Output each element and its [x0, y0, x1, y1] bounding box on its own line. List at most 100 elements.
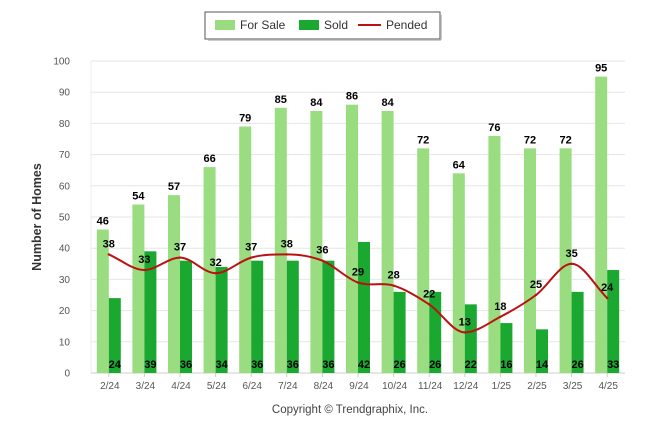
pended-point	[178, 256, 182, 259]
pended-line-layer	[107, 253, 609, 334]
legend-label-sold: Sold	[324, 18, 348, 32]
y-tick-label: 40	[59, 244, 71, 255]
pended-point	[107, 253, 111, 256]
data-label-sold: 42	[358, 359, 370, 371]
bar-sold	[144, 251, 157, 373]
x-tick-label: 3/25	[563, 381, 583, 392]
data-label-sold: 34	[215, 359, 228, 371]
bar-sold	[500, 323, 513, 373]
bar-for-sale	[310, 110, 323, 374]
bars	[96, 76, 620, 374]
data-label-pended: 18	[494, 301, 506, 313]
data-label-sold: 39	[144, 359, 156, 371]
data-label-sold: 24	[109, 359, 122, 371]
data-label-sold: 36	[180, 359, 192, 371]
y-tick-label: 20	[59, 306, 71, 317]
data-label-for-sale: 72	[417, 134, 429, 146]
data-label-for-sale: 64	[453, 159, 466, 171]
x-tick-label: 2/25	[527, 381, 547, 392]
pended-point	[463, 331, 466, 334]
pended-point	[250, 256, 253, 259]
data-label-for-sale: 86	[346, 91, 358, 103]
data-label-pended: 13	[459, 316, 471, 328]
data-label-pended: 35	[565, 248, 577, 260]
data-label-sold: 26	[571, 359, 583, 371]
y-axis-ticks: 0 10 20 30 40 50 60 70 80 90 100	[53, 57, 70, 380]
bar-for-sale	[274, 107, 287, 374]
x-tick-label: 11/24	[418, 381, 443, 392]
data-label-pended: 24	[601, 282, 614, 294]
data-labels: 46 24 54 39 57 36 66 34 79 36 85 36 84 36 86 42 84 26 72 26…	[97, 63, 620, 371]
data-label-for-sale: 79	[239, 113, 251, 125]
copyright-credit: Copyright © Trendgraphix, Inc.	[272, 404, 428, 416]
pended-point	[428, 303, 431, 306]
bar-for-sale	[96, 229, 109, 373]
data-label-for-sale: 57	[168, 181, 180, 193]
x-tick-label: 10/24	[382, 381, 407, 392]
data-label-pended: 38	[103, 238, 115, 250]
legend-swatch-sold	[299, 20, 319, 30]
bar-sold	[180, 260, 192, 373]
data-label-pended: 37	[174, 242, 186, 254]
bar-for-sale	[132, 204, 145, 373]
data-label-pended: 32	[209, 257, 221, 269]
x-tick-label: 6/24	[242, 381, 262, 392]
data-label-for-sale: 66	[203, 153, 215, 165]
legend-label-pended: Pended	[386, 18, 427, 32]
data-label-sold: 36	[322, 359, 334, 371]
bar-for-sale	[239, 126, 252, 374]
x-tick-label: 7/24	[278, 381, 298, 392]
bar-for-sale	[559, 148, 572, 373]
data-label-pended: 29	[352, 267, 364, 279]
pended-point	[606, 296, 609, 300]
data-label-for-sale: 95	[595, 63, 607, 75]
bar-sold	[571, 291, 584, 373]
bar-for-sale	[168, 195, 180, 373]
y-tick-label: 50	[59, 213, 71, 224]
pended-point	[356, 281, 360, 284]
bar-for-sale	[595, 76, 608, 373]
bar-for-sale	[381, 110, 394, 374]
bar-sold	[215, 266, 228, 373]
data-label-sold: 26	[429, 359, 441, 371]
pended-point	[321, 259, 324, 262]
y-tick-label: 0	[64, 369, 70, 380]
x-tick-label: 2/24	[100, 381, 120, 392]
bar-for-sale	[488, 135, 501, 373]
data-label-pended: 36	[316, 245, 328, 257]
data-label-sold: 36	[287, 359, 299, 371]
x-tick-label: 3/24	[136, 381, 156, 392]
bar-for-sale	[452, 173, 465, 373]
data-label-pended: 37	[245, 242, 257, 254]
data-label-pended: 33	[138, 254, 150, 266]
bar-sold	[251, 260, 264, 373]
pended-point	[499, 315, 502, 319]
data-label-sold: 16	[500, 359, 512, 371]
data-label-for-sale: 76	[488, 122, 500, 134]
x-axis-ticks: 2/24 3/24 4/24 5/24 6/24 7/24 8/24 9/24 10/24 11/…	[100, 373, 618, 392]
pended-point	[392, 284, 395, 287]
legend-box	[204, 11, 441, 40]
pended-point	[214, 271, 217, 275]
x-tick-label: 12/24	[453, 381, 478, 392]
data-label-for-sale: 54	[132, 191, 145, 203]
y-tick-label: 60	[59, 181, 71, 192]
data-label-for-sale: 84	[381, 97, 394, 109]
y-tick-label: 90	[59, 88, 71, 99]
bar-for-sale	[346, 104, 358, 374]
data-label-pended: 38	[281, 238, 293, 250]
bar-sold	[393, 291, 406, 373]
data-label-for-sale: 72	[559, 134, 571, 146]
bar-sold	[322, 260, 335, 373]
bar-for-sale	[417, 148, 430, 373]
data-label-sold: 36	[251, 359, 263, 371]
y-tick-label: 80	[59, 119, 71, 130]
data-label-sold: 22	[465, 359, 477, 371]
pended-point	[534, 293, 538, 297]
data-label-for-sale: 46	[97, 215, 109, 227]
legend-swatch-for-sale	[215, 20, 235, 30]
bar-sold	[536, 329, 548, 373]
x-tick-label: 1/25	[492, 381, 512, 392]
bar-for-sale	[524, 148, 536, 373]
